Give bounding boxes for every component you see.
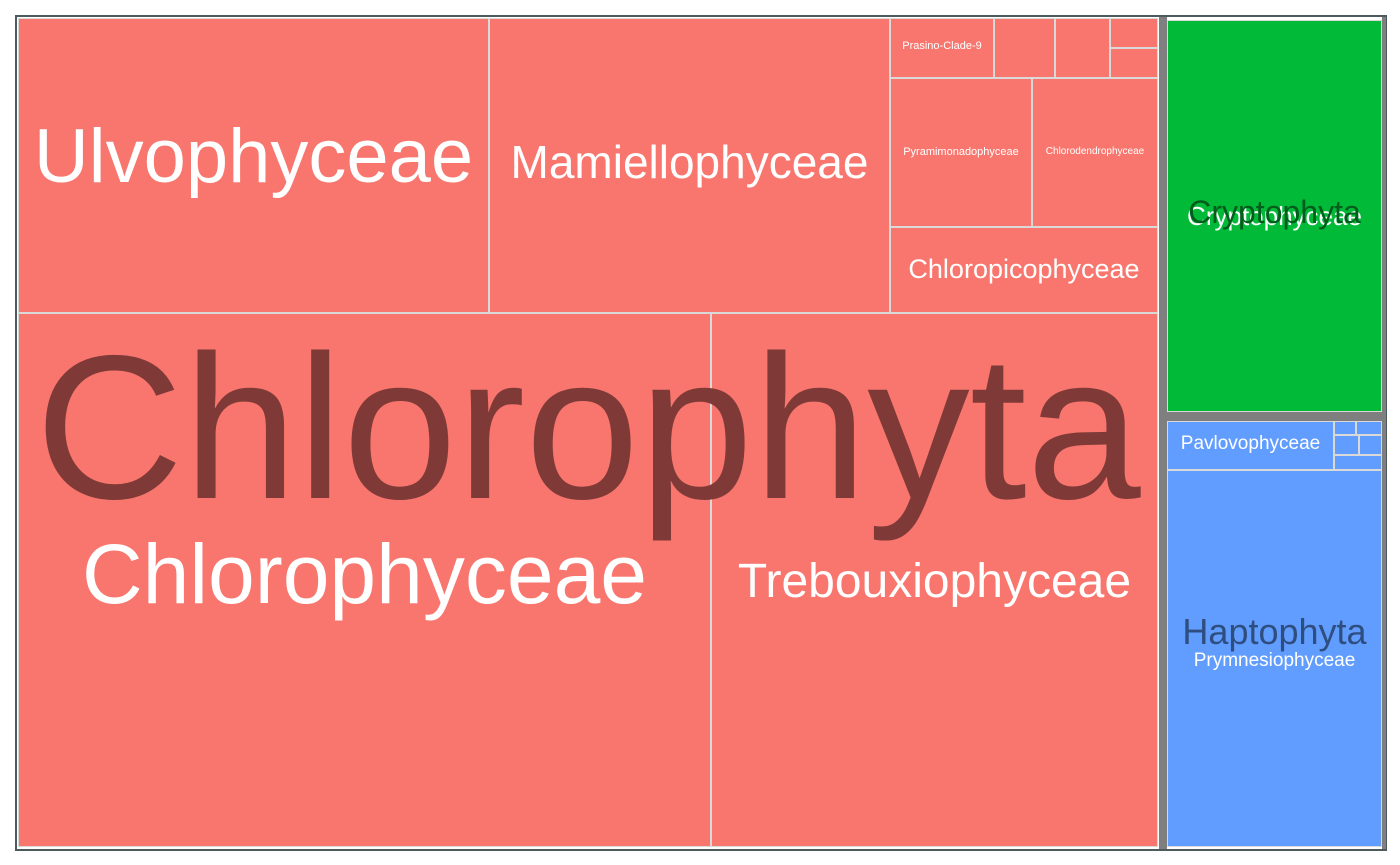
cell-ulvophyceae: Ulvophyceae (18, 18, 489, 313)
cell-chlorodendrophyceae: Chlorodendrophyceae (1032, 78, 1158, 227)
cell-label: Cryptophyceae (1187, 201, 1362, 231)
treemap-border (15, 15, 1387, 851)
cell-pavlovophyceae: Pavlovophyceae (1167, 421, 1334, 470)
cell-mamiellophyceae: Mamiellophyceae (489, 18, 890, 313)
cell-label: Mamiellophyceae (510, 136, 869, 188)
cell-label: Chlorodendrophyceae (1045, 146, 1145, 157)
cell-unlabeled-haptophyta-4 (1359, 435, 1382, 455)
cell-unlabeled-haptophyta-3 (1334, 435, 1359, 455)
cell-unlabeled-haptophyta-1 (1334, 421, 1356, 435)
cell-pyramimonadophyceae: Pyramimonadophyceae (890, 78, 1032, 227)
cell-cryptophyceae: Cryptophyceae (1167, 20, 1382, 412)
cell-label: Prasino-Clade-9 (902, 40, 982, 52)
cell-label: Trebouxiophyceae (737, 555, 1132, 608)
cell-unlabeled-chlorophyta-3 (1110, 18, 1158, 48)
group-separator (1159, 17, 1167, 849)
cell-unlabeled-chlorophyta-2 (1055, 18, 1110, 78)
cell-label: Prymnesiophyceae (1193, 650, 1356, 671)
cell-trebouxiophyceae: Trebouxiophyceae (711, 313, 1158, 847)
cell-prasino-clade-9: Prasino-Clade-9 (890, 18, 994, 78)
cell-label: Ulvophyceae (33, 114, 474, 199)
cell-unlabeled-chlorophyta-4 (1110, 48, 1158, 78)
cell-unlabeled-haptophyta-2 (1356, 421, 1382, 435)
group-separator (1382, 17, 1386, 849)
cell-label: Pyramimonadophyceae (903, 146, 1019, 158)
cell-unlabeled-chlorophyta-1 (994, 18, 1055, 78)
cell-unlabeled-haptophyta-5 (1334, 455, 1382, 470)
cell-label: Chlorophyceae (81, 527, 648, 621)
cell-chloropicophyceae: Chloropicophyceae (890, 227, 1158, 313)
cell-prymnesiophyceae: Prymnesiophyceae (1167, 470, 1382, 847)
cell-chlorophyceae: Chlorophyceae (18, 313, 711, 847)
cell-label: Pavlovophyceae (1180, 433, 1321, 454)
group-separator (1167, 412, 1382, 421)
cell-label: Chloropicophyceae (908, 254, 1140, 284)
